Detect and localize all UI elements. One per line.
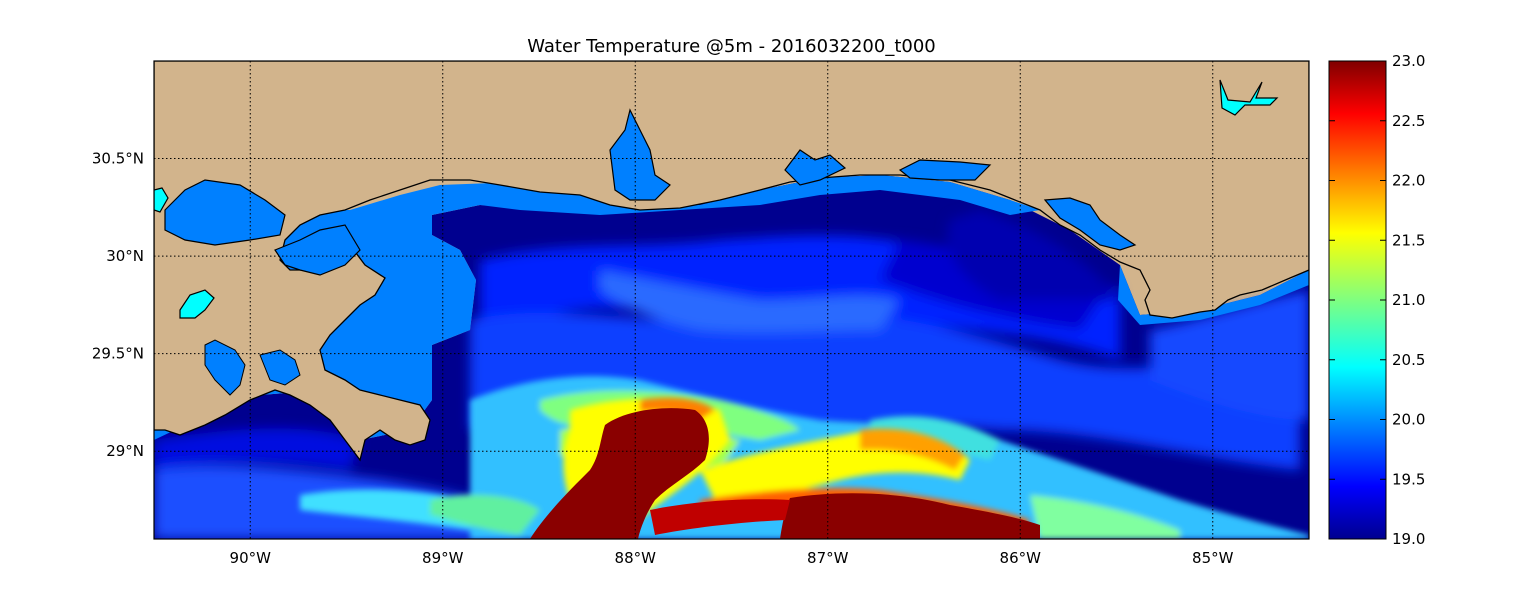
- colorbar-tick-label: 20.5: [1392, 351, 1425, 369]
- temperature-field-warm-core: [530, 408, 1040, 539]
- map-frame: [153, 60, 1310, 540]
- shelf-mask-east: [1118, 265, 1309, 325]
- colorbar-tick-label: 19.5: [1392, 470, 1425, 488]
- colorbar-tick-label: 21.5: [1392, 231, 1425, 249]
- shelf-mask: [154, 175, 1040, 440]
- cyan-lakes: [154, 79, 1279, 319]
- colorbar-tick-label: 19.0: [1392, 530, 1425, 548]
- longitude-tick-label: 88°W: [615, 549, 657, 567]
- longitude-tick-label: 86°W: [1000, 549, 1042, 567]
- colorbar-tick-label: 22.5: [1392, 112, 1425, 130]
- colorbar-ticks: 19.0 19.5 20.0 20.5 21.0 21.5 22.0 22.5 23.0: [1329, 52, 1425, 548]
- coastline: [154, 61, 1309, 462]
- lat-lon-grid: [154, 61, 1309, 539]
- latitude-axis: 30.5°N 30°N 29.5°N 29°N: [92, 150, 144, 461]
- colorbar-tick-label: 23.0: [1392, 52, 1425, 70]
- latitude-tick-label: 30.5°N: [92, 150, 144, 168]
- latitude-tick-label: 29.5°N: [92, 345, 144, 363]
- longitude-tick-label: 85°W: [1192, 549, 1234, 567]
- latitude-tick-label: 30°N: [106, 247, 144, 265]
- colorbar-tick-label: 22.0: [1392, 172, 1425, 190]
- colorbar-tick-label: 21.0: [1392, 291, 1425, 309]
- map-title: Water Temperature @5m - 2016032200_t000: [527, 36, 936, 57]
- colorbar: [1328, 60, 1387, 540]
- longitude-tick-label: 89°W: [422, 549, 464, 567]
- latitude-tick-label: 29°N: [106, 442, 144, 460]
- longitude-tick-label: 87°W: [807, 549, 849, 567]
- colorbar-tick-label: 20.0: [1392, 411, 1425, 429]
- longitude-axis: 90°W 89°W 88°W 87°W 86°W 85°W: [230, 549, 1234, 567]
- longitude-tick-label: 90°W: [230, 549, 272, 567]
